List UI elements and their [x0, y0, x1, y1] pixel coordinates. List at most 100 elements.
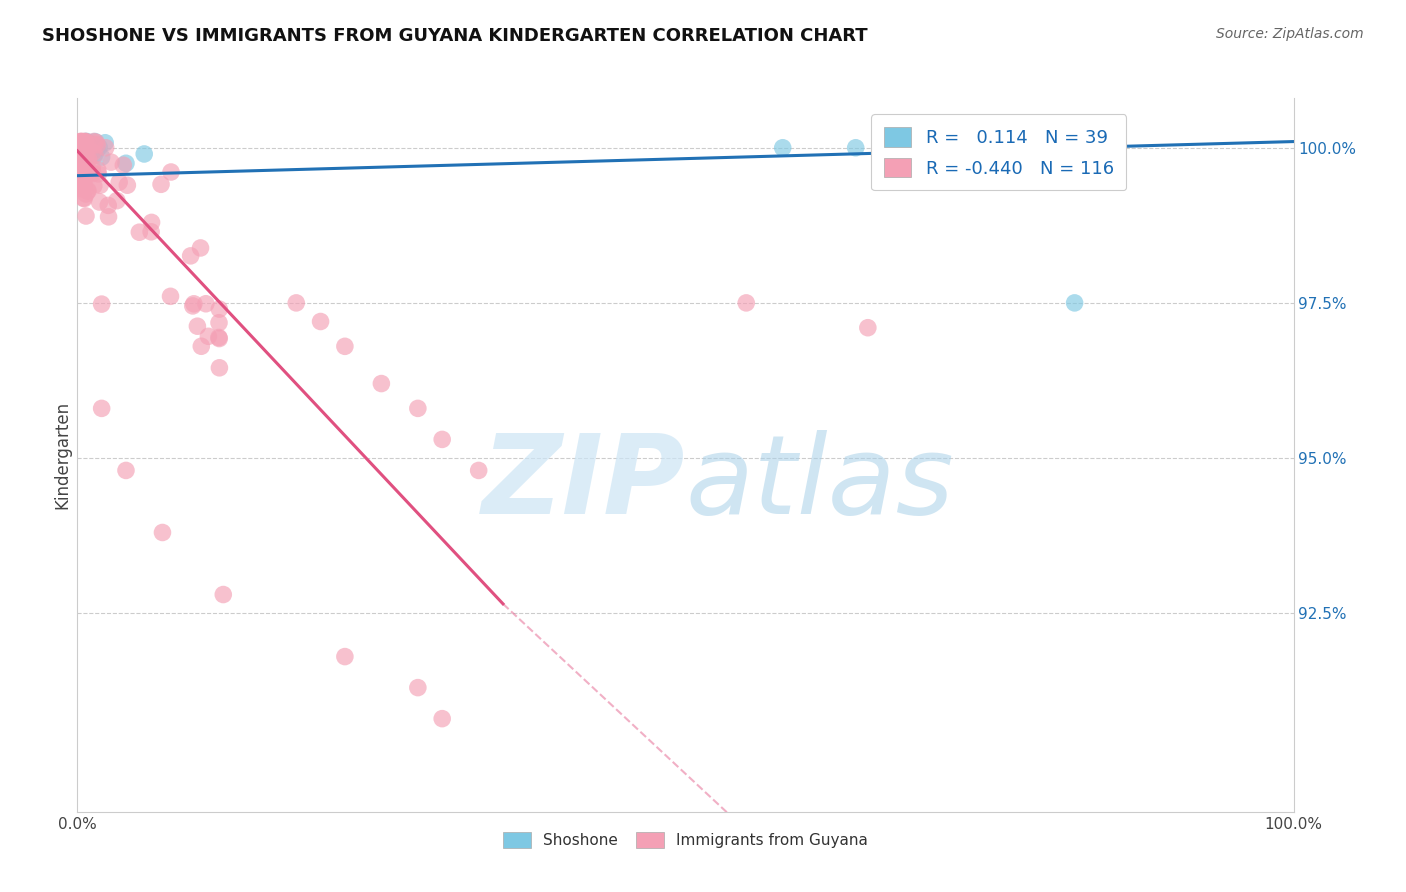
Point — [76, 135, 98, 149]
Point — [73, 150, 96, 164]
Point — [73, 178, 96, 193]
Point — [82, 161, 104, 176]
Point — [139, 225, 162, 239]
Point — [73, 169, 96, 184]
Point — [67, 170, 90, 185]
Point — [97, 210, 120, 224]
Point — [70, 150, 93, 164]
Point — [115, 463, 138, 477]
Point — [90, 297, 112, 311]
Point — [69, 162, 91, 177]
Point — [73, 138, 96, 153]
Point — [69, 159, 91, 173]
Point — [197, 329, 219, 343]
Point — [77, 151, 100, 165]
Point — [70, 161, 93, 176]
Point — [69, 135, 91, 149]
Point — [77, 153, 100, 167]
Point — [69, 142, 91, 156]
Point — [72, 144, 94, 158]
Point — [77, 141, 100, 155]
Point — [67, 175, 90, 189]
Point — [160, 165, 183, 179]
Point — [115, 156, 138, 170]
Point — [73, 192, 96, 206]
Point — [212, 588, 235, 602]
Point — [84, 148, 107, 162]
Point — [152, 525, 174, 540]
Legend: Shoshone, Immigrants from Guyana: Shoshone, Immigrants from Guyana — [498, 826, 873, 854]
Point — [67, 156, 90, 170]
Point — [194, 297, 217, 311]
Point — [69, 154, 91, 169]
Point — [72, 191, 94, 205]
Point — [73, 135, 96, 149]
Point — [66, 145, 89, 159]
Point — [70, 182, 93, 196]
Point — [190, 241, 212, 255]
Point — [72, 167, 94, 181]
Point — [75, 186, 97, 201]
Point — [467, 463, 489, 477]
Point — [208, 302, 231, 317]
Point — [406, 401, 429, 416]
Point — [75, 148, 97, 162]
Point — [97, 198, 120, 212]
Point — [72, 147, 94, 161]
Point — [67, 138, 90, 153]
Point — [953, 141, 976, 155]
Point — [94, 141, 117, 155]
Point — [70, 153, 93, 167]
Point — [75, 135, 97, 149]
Point — [83, 135, 105, 149]
Point — [86, 142, 108, 156]
Point — [67, 166, 90, 180]
Point — [89, 195, 111, 210]
Point — [82, 167, 104, 181]
Point — [309, 314, 332, 328]
Point — [100, 155, 122, 169]
Point — [70, 143, 93, 157]
Point — [75, 135, 97, 149]
Point — [69, 142, 91, 156]
Text: SHOSHONE VS IMMIGRANTS FROM GUYANA KINDERGARTEN CORRELATION CHART: SHOSHONE VS IMMIGRANTS FROM GUYANA KINDE… — [42, 27, 868, 45]
Point — [208, 332, 231, 346]
Point — [89, 140, 111, 154]
Point — [67, 136, 90, 151]
Point — [141, 215, 163, 229]
Point — [69, 154, 91, 169]
Point — [67, 146, 90, 161]
Point — [73, 135, 96, 149]
Point — [75, 150, 97, 164]
Point — [67, 142, 90, 156]
Point — [84, 135, 107, 149]
Point — [70, 162, 93, 177]
Point — [845, 141, 868, 155]
Point — [333, 649, 356, 664]
Text: atlas: atlas — [686, 430, 955, 537]
Point — [772, 141, 794, 155]
Point — [70, 160, 93, 174]
Point — [406, 681, 429, 695]
Point — [105, 194, 128, 208]
Point — [183, 297, 205, 311]
Point — [69, 142, 91, 156]
Point — [150, 178, 173, 192]
Point — [159, 289, 181, 303]
Point — [83, 147, 105, 161]
Point — [208, 330, 231, 344]
Point — [69, 173, 91, 187]
Point — [186, 319, 208, 334]
Point — [112, 158, 135, 172]
Point — [72, 178, 94, 193]
Point — [70, 162, 93, 177]
Point — [66, 143, 89, 157]
Point — [83, 135, 105, 149]
Point — [190, 339, 212, 353]
Point — [208, 316, 231, 330]
Point — [333, 339, 356, 353]
Point — [208, 360, 231, 375]
Point — [72, 145, 94, 159]
Point — [66, 176, 89, 190]
Text: Source: ZipAtlas.com: Source: ZipAtlas.com — [1216, 27, 1364, 41]
